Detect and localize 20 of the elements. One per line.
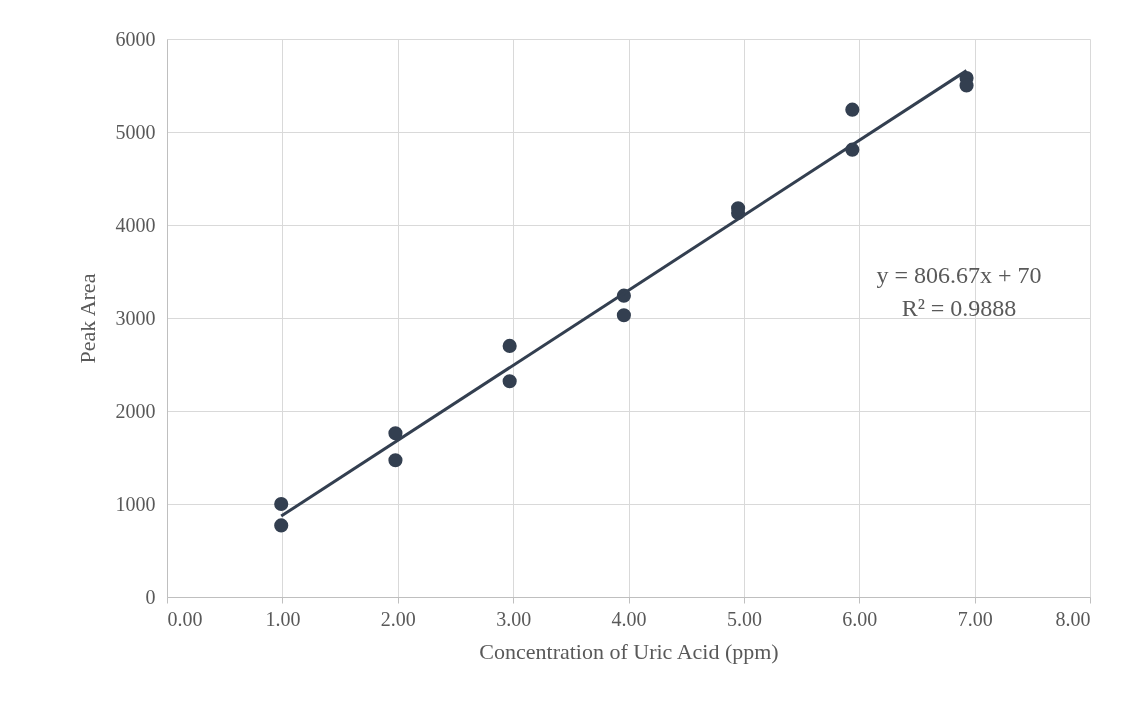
x-tick-label: 6.00 [842, 607, 878, 630]
y-tick-label: 6000 [115, 27, 156, 50]
x-tick-label: 0.00 [167, 607, 203, 630]
y-tick-label: 2000 [115, 399, 156, 422]
x-tick-label: 1.00 [265, 607, 301, 630]
y-axis-title: Peak Area [74, 273, 100, 364]
y-tick-label: 3000 [115, 306, 156, 329]
x-axis-title: Concentration of Uric Acid (ppm) [479, 638, 779, 664]
x-tick-label: 7.00 [957, 607, 993, 630]
y-tick-label: 1000 [115, 492, 156, 515]
x-tick-label: 3.00 [496, 607, 532, 630]
x-tick-label: 8.00 [1055, 607, 1091, 630]
x-tick-label: 5.00 [726, 607, 762, 630]
x-tick-label: 2.00 [380, 607, 416, 630]
annotation: R² = 0.9888 [901, 295, 1017, 321]
y-tick-label: 0 [145, 585, 156, 608]
annotation: y = 806.67x + 70 [876, 262, 1042, 288]
y-tick-label: 4000 [115, 213, 156, 236]
y-tick-label: 5000 [115, 120, 156, 143]
x-tick-label: 4.00 [611, 607, 647, 630]
